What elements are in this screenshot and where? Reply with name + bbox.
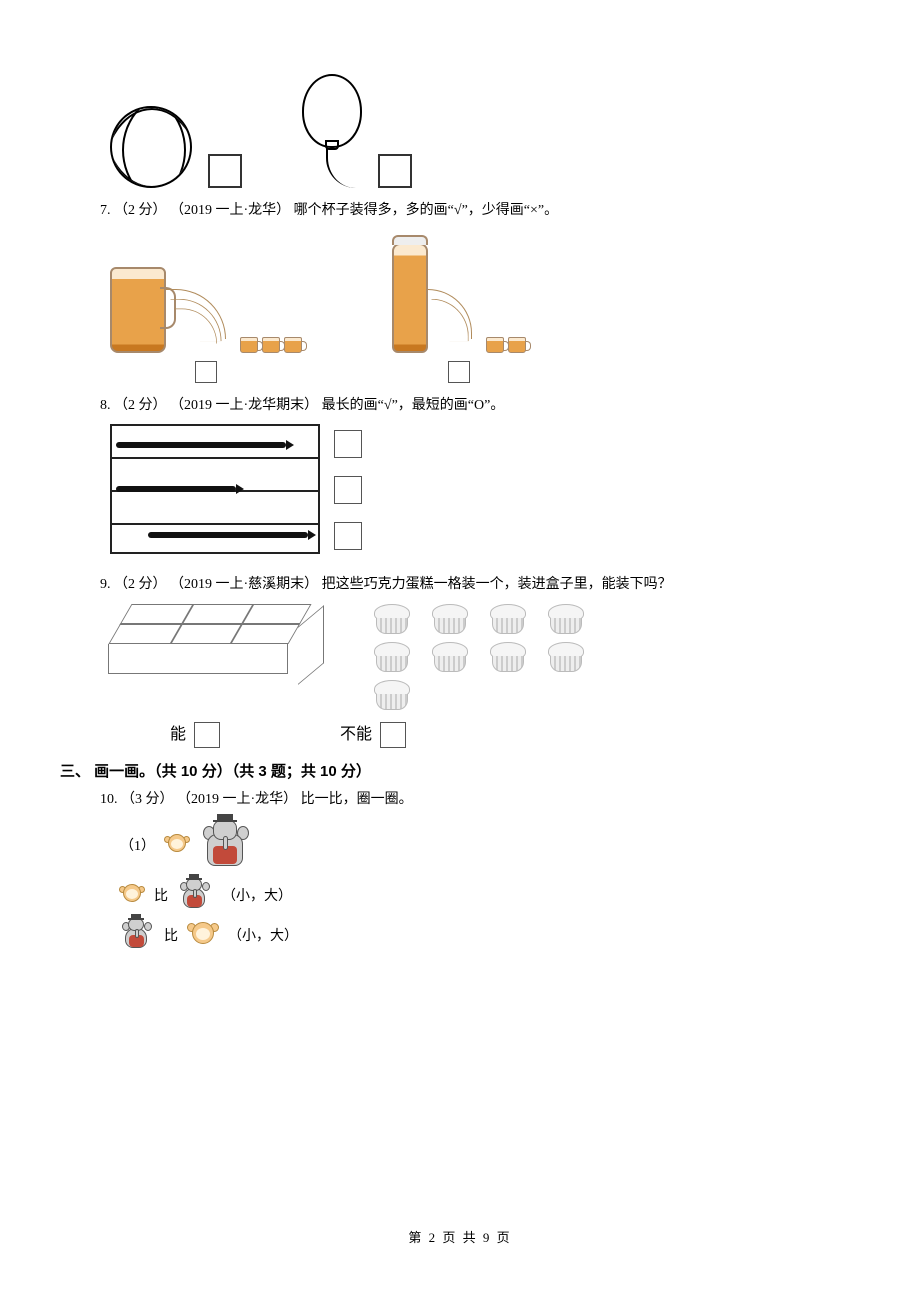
q9-yes-group: 能 <box>170 720 220 748</box>
q9-no-box[interactable] <box>380 722 406 748</box>
q8-figure <box>110 424 320 554</box>
q7-number: 7. <box>100 203 111 218</box>
q10-sub1-row: （1） <box>120 818 860 872</box>
page-content: 7. （2 分） （2019 一上·龙华） 哪个杯子装得多，多的画“√”，少得画… <box>0 0 920 998</box>
q10-compare-word-1: 比 <box>154 885 168 905</box>
balloon-answer-box[interactable] <box>378 154 412 188</box>
q10-row: 10. （3 分） （2019 一上·龙华） 比一比，圈一圈。 <box>100 787 860 812</box>
q8-answer-boxes <box>334 430 362 550</box>
q9-row: 9. （2 分） （2019 一上·慈溪期末） 把这些巧克力蛋糕一格装一个，装进… <box>100 572 860 597</box>
balloon-group <box>302 74 412 188</box>
q10-compare-row-2: 比 （小，大） <box>120 918 860 952</box>
pen-icon <box>116 486 236 492</box>
cake-icon <box>486 642 530 672</box>
q7-left-answer-box[interactable] <box>195 361 217 383</box>
page-footer: 第 2 页 共 9 页 <box>0 1227 920 1246</box>
q7-points: （2 分） <box>114 203 167 218</box>
cake-icon <box>370 604 414 634</box>
q10-text: 比一比，圈一圈。 <box>301 792 413 807</box>
q10-number: 10. <box>100 792 118 807</box>
small-cup-icon <box>508 337 526 353</box>
monkey-icon <box>165 833 189 857</box>
q10-figure: （1） 比 （小，大） 比 （小，大） <box>120 818 860 952</box>
small-cups-left <box>240 337 302 353</box>
q7-text: 哪个杯子装得多，多的画“√”，少得画“×”。 <box>294 203 558 218</box>
q8-source: （2019 一上·龙华期末） <box>170 398 318 413</box>
volleyball-icon <box>110 106 192 188</box>
volleyball-group <box>110 106 242 188</box>
cake-icon <box>370 642 414 672</box>
small-cups-right <box>486 337 526 353</box>
q9-no-group: 不能 <box>340 720 406 748</box>
q9-number: 9. <box>100 577 111 592</box>
q8-row: 8. （2 分） （2019 一上·龙华期末） 最长的画“√”，最短的画“O”。 <box>100 393 860 418</box>
cake-icon <box>370 680 414 710</box>
big-mug-icon <box>110 267 166 353</box>
q-top-figures <box>110 74 860 188</box>
small-cup-icon <box>284 337 302 353</box>
small-cup-icon <box>262 337 280 353</box>
q10-options-1[interactable]: （小，大） <box>222 885 292 905</box>
q9-answer-row: 能 不能 <box>170 720 860 748</box>
section-3-header: 三、 画一画。（共 10 分）（共 3 题；共 10 分） <box>60 760 860 781</box>
cake-icon <box>428 604 472 634</box>
cake-icon <box>544 642 588 672</box>
cake-icon <box>428 642 472 672</box>
cakes-group <box>370 604 640 710</box>
small-cup-icon <box>240 337 258 353</box>
q8-number: 8. <box>100 398 111 413</box>
q10-compare-word-2: 比 <box>164 925 178 945</box>
q7-left-cup-group <box>110 267 302 383</box>
q8-text: 最长的画“√”，最短的画“O”。 <box>322 398 505 413</box>
q8-box-2[interactable] <box>334 476 362 504</box>
elephant-icon <box>178 878 212 912</box>
q9-figure <box>110 604 860 710</box>
cake-icon <box>544 604 588 634</box>
elephant-icon <box>120 918 154 952</box>
q7-row: 7. （2 分） （2019 一上·龙华） 哪个杯子装得多，多的画“√”，少得画… <box>100 198 860 223</box>
pen-icon <box>116 442 286 448</box>
q7-right-cup-group <box>392 243 526 383</box>
tall-cup-icon <box>392 243 428 353</box>
pen-icon <box>148 532 308 538</box>
q9-yes-label: 能 <box>170 726 186 743</box>
q10-options-2[interactable]: （小，大） <box>228 925 298 945</box>
q7-right-answer-box[interactable] <box>448 361 470 383</box>
q8-box-3[interactable] <box>334 522 362 550</box>
q9-source: （2019 一上·慈溪期末） <box>170 577 318 592</box>
q7-figure <box>110 243 860 383</box>
q8-points: （2 分） <box>114 398 167 413</box>
pour-lines-icon <box>428 281 472 341</box>
q10-source: （2019 一上·龙华） <box>177 792 297 807</box>
q9-text: 把这些巧克力蛋糕一格装一个，装进盒子里，能装下吗？ <box>322 577 672 592</box>
q9-yes-box[interactable] <box>194 722 220 748</box>
q10-sub1-label: （1） <box>120 835 155 855</box>
pour-lines-icon <box>166 281 226 341</box>
q7-source: （2019 一上·龙华） <box>170 203 290 218</box>
q8-box-1[interactable] <box>334 430 362 458</box>
monkey-icon <box>120 883 144 907</box>
q9-points: （2 分） <box>114 577 167 592</box>
q10-compare-row-1: 比 （小，大） <box>120 878 860 912</box>
cake-icon <box>486 604 530 634</box>
small-cup-icon <box>486 337 504 353</box>
monkey-icon <box>188 920 218 950</box>
elephant-icon <box>199 818 253 872</box>
balloon-icon <box>302 74 362 188</box>
volleyball-answer-box[interactable] <box>208 154 242 188</box>
box-grid-icon <box>110 604 310 690</box>
q10-points: （3 分） <box>121 792 174 807</box>
q9-no-label: 不能 <box>340 726 372 743</box>
